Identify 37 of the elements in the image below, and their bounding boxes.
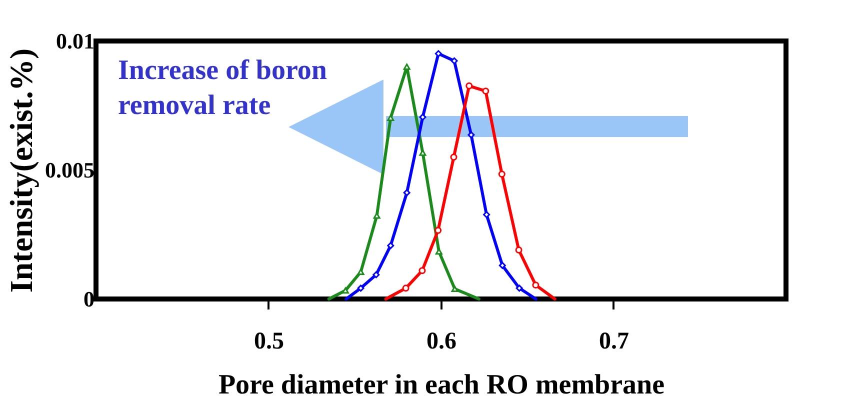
point [418, 267, 426, 274]
point [387, 242, 394, 250]
point [468, 131, 475, 138]
point [450, 154, 458, 161]
point [402, 284, 410, 292]
point [419, 150, 426, 156]
point [451, 286, 458, 292]
x-tick-label: 0.7 [599, 328, 629, 354]
annotation: removal rate [118, 90, 271, 121]
x-axis-title: Pore diameter in each RO membrane [218, 370, 665, 400]
point [434, 226, 442, 234]
point [434, 50, 442, 58]
point [498, 170, 506, 178]
x-tick-label: 0.5 [254, 328, 284, 354]
annotation: Increase of boron [118, 55, 328, 86]
point [357, 284, 364, 292]
point [373, 212, 380, 219]
point [387, 114, 394, 122]
point [403, 64, 410, 70]
point [515, 246, 522, 254]
point [342, 287, 349, 294]
point [357, 268, 364, 276]
point [403, 189, 410, 196]
point [372, 271, 380, 278]
point [498, 262, 506, 269]
point [482, 88, 490, 95]
point [466, 82, 473, 90]
point [419, 114, 426, 121]
y-tick-label: 0 [84, 286, 94, 312]
point [450, 57, 458, 64]
y-axis-title: Intensity(exist.%) [3, 48, 39, 293]
point [516, 284, 523, 292]
point [532, 282, 540, 289]
y-tick-label: 0.005 [45, 158, 94, 182]
x-tick-label: 0.6 [426, 328, 456, 354]
point [483, 211, 490, 218]
y-tick-label: 0.01 [56, 28, 94, 54]
